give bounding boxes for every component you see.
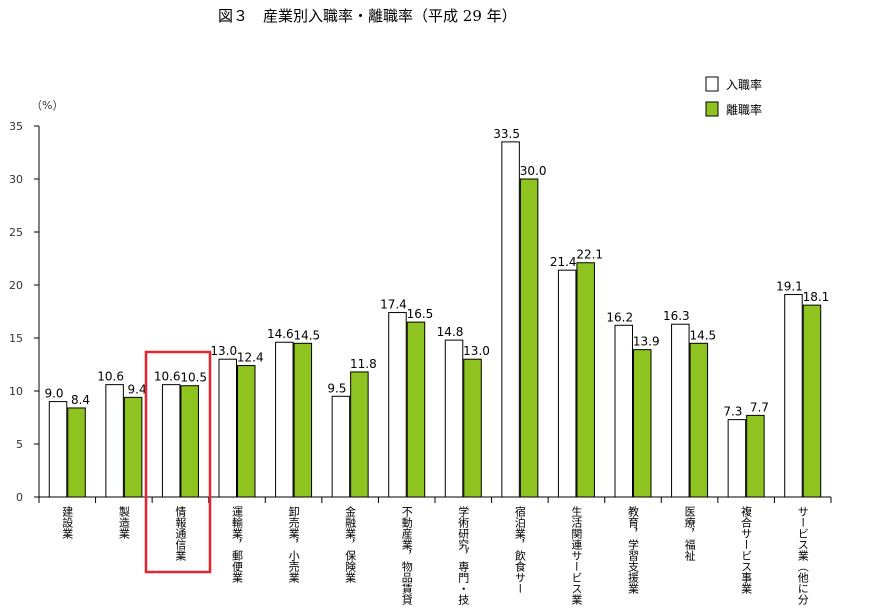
value-label-entry-rate: 17.4	[380, 298, 407, 312]
bar-separation-rate	[689, 342, 709, 498]
bar-entry-rate	[218, 358, 237, 498]
y-tick-label: 10	[9, 385, 23, 398]
value-label-entry-rate: 16.2	[606, 310, 633, 324]
value-label-entry-rate: 14.8	[437, 325, 464, 339]
bar-entry-rate	[671, 323, 690, 498]
y-tick-label: 0	[16, 491, 23, 504]
bar-entry-rate	[784, 294, 803, 498]
value-label-entry-rate: 7.3	[723, 405, 742, 419]
y-tick-label: 25	[9, 226, 23, 239]
category-label: 金融業，保険業	[344, 505, 357, 583]
legend-label-separation-rate: 離職率	[726, 102, 762, 117]
category-label: 教育，学習支援業	[627, 506, 640, 594]
legend: 入職率 離職率	[705, 76, 762, 117]
value-label-separation-rate: 9.4	[128, 382, 147, 396]
bar-entry-rate	[388, 312, 407, 498]
bar-separation-rate	[350, 371, 369, 498]
category-label: 卸売業，小売業	[287, 505, 300, 583]
value-label-separation-rate: 16.5	[407, 307, 434, 321]
bar-entry-rate	[105, 384, 124, 498]
bar-entry-rate	[614, 324, 633, 498]
value-label-separation-rate: 14.5	[293, 328, 320, 342]
value-label-entry-rate: 10.6	[97, 370, 124, 384]
bar-entry-rate	[557, 269, 577, 498]
category-label: 複合サービス事業	[740, 505, 753, 594]
value-label-entry-rate: 14.6	[267, 327, 294, 341]
y-tick-label: 35	[9, 120, 23, 133]
value-label-separation-rate: 13.0	[463, 344, 490, 358]
legend-swatch-entry-rate	[705, 76, 719, 92]
bars	[48, 141, 822, 498]
category-label: 不動産業，物品賃貸	[400, 506, 413, 606]
value-label-separation-rate: 30.0	[520, 164, 547, 178]
legend-label-entry-rate: 入職率	[726, 77, 762, 92]
bar-separation-rate	[576, 262, 595, 498]
category-label: 建設業	[61, 505, 74, 539]
value-labels: 9.0 8.410.69.410.6 10.513.0 12.414.6 14.59.5…	[44, 127, 829, 419]
y-tick-label: 5	[16, 438, 23, 451]
bar-separation-rate	[406, 321, 426, 498]
value-label-separation-rate: 14.5	[689, 328, 716, 342]
value-label-separation-rate: 10.5	[180, 371, 207, 385]
bar-separation-rate	[237, 365, 256, 498]
chart-title: 図３ 産業別入職率・離職率（平成 29 年）	[218, 7, 517, 25]
bar-entry-rate	[331, 395, 351, 498]
value-label-entry-rate: 19.1	[776, 280, 803, 294]
bar-entry-rate	[727, 419, 747, 498]
value-label-entry-rate: 16.3	[663, 309, 690, 323]
bar-entry-rate	[501, 141, 520, 498]
value-label-entry-rate: 10.6	[154, 370, 181, 384]
bar-separation-rate	[463, 358, 482, 498]
bar-entry-rate	[161, 384, 181, 498]
category-label: 情報通信業	[174, 506, 187, 561]
value-label-separation-rate: 13.9	[633, 335, 660, 349]
bar-entry-rate	[48, 401, 68, 498]
value-label-entry-rate: 9.5	[327, 381, 346, 395]
value-label-separation-rate: 22.1	[576, 248, 603, 262]
value-label-entry-rate: 9.0	[44, 387, 63, 401]
value-label-separation-rate: 12.4	[237, 351, 264, 365]
category-label: 生活関連サービス業	[570, 505, 583, 605]
bar-separation-rate	[123, 396, 143, 498]
category-label: 宿泊業，飲食サー	[513, 505, 526, 594]
category-label: サービス業（他に分	[796, 506, 809, 605]
bar-separation-rate	[293, 342, 313, 498]
category-label: 学術研究，専門・技	[457, 505, 470, 606]
y-tick-label: 30	[9, 173, 23, 186]
bar-separation-rate	[519, 178, 539, 498]
bar-separation-rate	[67, 407, 86, 498]
bar-entry-rate	[444, 339, 464, 498]
bar-separation-rate	[802, 304, 822, 498]
category-label: 製造業	[117, 505, 130, 539]
category-label: 運輸業，郵便業	[231, 506, 244, 583]
bar-separation-rate	[746, 414, 765, 498]
y-tick-label: 20	[9, 279, 23, 292]
bar-separation-rate	[180, 385, 199, 498]
value-label-entry-rate: 13.0	[210, 344, 237, 358]
category-label: 医療，福祉	[683, 506, 696, 562]
value-label-entry-rate: 33.5	[493, 127, 520, 141]
y-tick-label: 15	[9, 332, 23, 345]
bar-entry-rate	[275, 341, 294, 498]
category-labels: 建設業 製造業 情報通信業 運輸業，郵便業 卸売業，小売業 金融業，保険業 不動産業，物品賃…	[61, 505, 809, 606]
highlight-box	[144, 350, 212, 574]
legend-swatch-separation-rate	[705, 101, 719, 117]
value-label-entry-rate: 21.4	[550, 255, 577, 269]
value-label-separation-rate: 7.7	[750, 400, 769, 414]
value-label-separation-rate: 8.4	[71, 393, 90, 407]
value-label-separation-rate: 18.1	[803, 290, 830, 304]
value-label-separation-rate: 11.8	[350, 357, 377, 371]
y-axis-unit: （%）	[31, 99, 63, 112]
bar-separation-rate	[633, 349, 652, 498]
